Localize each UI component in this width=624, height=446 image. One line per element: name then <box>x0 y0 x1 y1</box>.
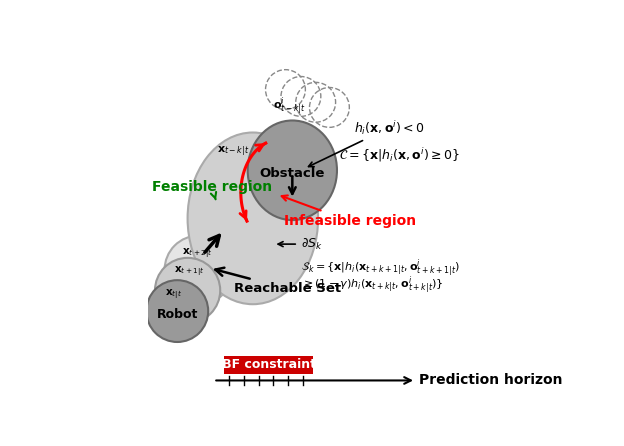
Bar <box>223 356 313 374</box>
Text: Prediction horizon: Prediction horizon <box>419 373 563 388</box>
Text: Infeasible region: Infeasible region <box>281 195 416 228</box>
Ellipse shape <box>147 280 208 342</box>
Text: $h_i(\mathbf{x}, \mathbf{o}^i) < 0$: $h_i(\mathbf{x}, \mathbf{o}^i) < 0$ <box>308 119 425 167</box>
Text: $\partial S_k$: $\partial S_k$ <box>278 236 323 252</box>
Ellipse shape <box>248 120 337 220</box>
Text: Robot: Robot <box>157 308 198 321</box>
Ellipse shape <box>188 132 318 304</box>
Text: $\mathcal{S}_k = \{\mathbf{x}|h_i(\mathbf{x}_{t+k+1|t}, \mathbf{o}^i_{t+k+1|t})$: $\mathcal{S}_k = \{\mathbf{x}|h_i(\mathb… <box>301 257 460 279</box>
Text: CBF constraints: CBF constraints <box>213 358 323 371</box>
Text: $\mathbf{x}_{t-k|t}$: $\mathbf{x}_{t-k|t}$ <box>217 145 249 158</box>
Text: $\mathbf{x}_{t|t}$: $\mathbf{x}_{t|t}$ <box>165 287 182 301</box>
Text: $\mathbf{o}^i_{t-k|t}$: $\mathbf{o}^i_{t-k|t}$ <box>273 95 305 117</box>
Text: $\mathbf{x}_{t+2|t}$: $\mathbf{x}_{t+2|t}$ <box>182 246 213 260</box>
Ellipse shape <box>155 258 220 323</box>
Text: Feasible region: Feasible region <box>152 180 271 199</box>
Text: $\geq (1-\gamma) h_i(\mathbf{x}_{t+k|t}, \mathbf{o}^i_{t+k|t})\}$: $\geq (1-\gamma) h_i(\mathbf{x}_{t+k|t},… <box>301 275 444 296</box>
Text: $\mathbf{x}_{t+1|t}$: $\mathbf{x}_{t+1|t}$ <box>174 265 205 278</box>
Text: $\mathcal{C} = \{\mathbf{x}|h_i(\mathbf{x}, \mathbf{o}^i) \geq 0\}$: $\mathcal{C} = \{\mathbf{x}|h_i(\mathbf{… <box>339 146 459 164</box>
Text: Obstacle: Obstacle <box>260 167 325 180</box>
Ellipse shape <box>165 235 233 304</box>
Text: Reachable Set: Reachable Set <box>215 268 341 295</box>
